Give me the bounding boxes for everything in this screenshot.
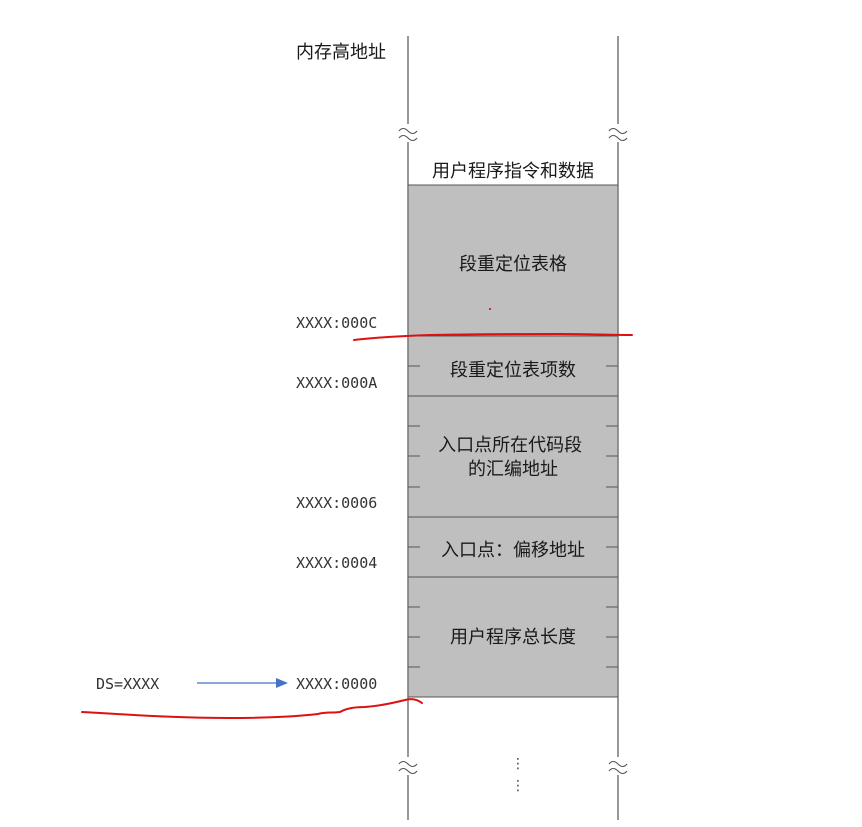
break-mark-top-right <box>608 124 628 142</box>
address-label-0000: XXXX:0000 <box>296 675 377 693</box>
break-mark-top-left <box>398 124 418 142</box>
address-label-0006: XXXX:0006 <box>296 494 377 512</box>
red-underline-0000 <box>81 698 423 720</box>
word-tick-marks <box>408 365 618 668</box>
ds-pointer-arrow-head <box>276 678 288 688</box>
segment-program-length <box>407 576 619 698</box>
segment-entry-offset-label: 入口点：偏移地址 <box>441 540 585 561</box>
segment-entry-code-segment <box>407 395 619 518</box>
ds-register-label: DS=XXXX <box>96 675 159 693</box>
segment-relocation-count-label: 段重定位表项数 <box>450 360 576 381</box>
stray-dot <box>489 308 491 310</box>
memory-high-address-label: 内存高地址 <box>296 42 386 63</box>
red-underline-000c <box>353 332 633 341</box>
break-mark-bottom-right <box>608 757 628 775</box>
segment-program-length-label: 用户程序总长度 <box>450 627 576 648</box>
ellipsis-1: ⋮ <box>511 756 525 772</box>
segment-entry-offset <box>407 516 619 578</box>
address-label-000a: XXXX:000A <box>296 374 377 392</box>
address-label-000c: XXXX:000C <box>296 314 377 332</box>
ellipsis-2: ⋮ <box>511 778 525 794</box>
segment-entry-code-segment-label: 入口点所在代码段 的汇编地址 <box>438 435 588 480</box>
segment-user-program-label: 用户程序指令和数据 <box>432 161 594 182</box>
segment-relocation-table-label: 段重定位表格 <box>459 254 567 275</box>
break-mark-bottom-left <box>398 757 418 775</box>
address-label-0004: XXXX:0004 <box>296 554 377 572</box>
